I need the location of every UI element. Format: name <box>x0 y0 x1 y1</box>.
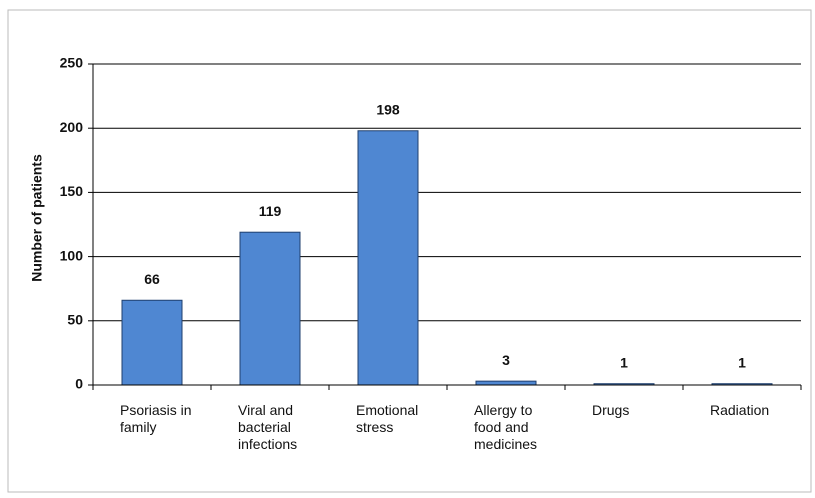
value-label: 1 <box>620 354 628 370</box>
value-label: 3 <box>502 352 510 368</box>
y-axis-label: Number of patients <box>29 154 45 282</box>
x-tick-label: Psoriasis in family <box>120 402 192 435</box>
y-tick-label: 50 <box>67 312 83 328</box>
x-tick-label: Allergy to food and medicines <box>474 402 538 452</box>
x-tick-label: Viral and bacterial infections <box>238 402 298 452</box>
value-label: 66 <box>144 271 160 287</box>
y-tick-label: 100 <box>60 247 84 263</box>
y-tick-label: 150 <box>60 183 84 199</box>
x-tick-label: Drugs <box>592 402 630 418</box>
bar <box>475 380 537 386</box>
value-label: 1 <box>738 354 746 370</box>
y-tick-label: 0 <box>75 376 83 392</box>
y-tick-label: 250 <box>60 55 84 71</box>
bar <box>121 299 183 386</box>
chart-frame <box>7 9 812 493</box>
value-label: 119 <box>259 203 282 219</box>
x-tick-label: Emotional stress <box>356 402 419 435</box>
x-tick-label: Radiation <box>710 402 770 418</box>
y-tick-label: 200 <box>60 119 84 135</box>
bar <box>357 130 419 386</box>
value-label: 198 <box>376 101 400 117</box>
bar <box>239 231 301 386</box>
